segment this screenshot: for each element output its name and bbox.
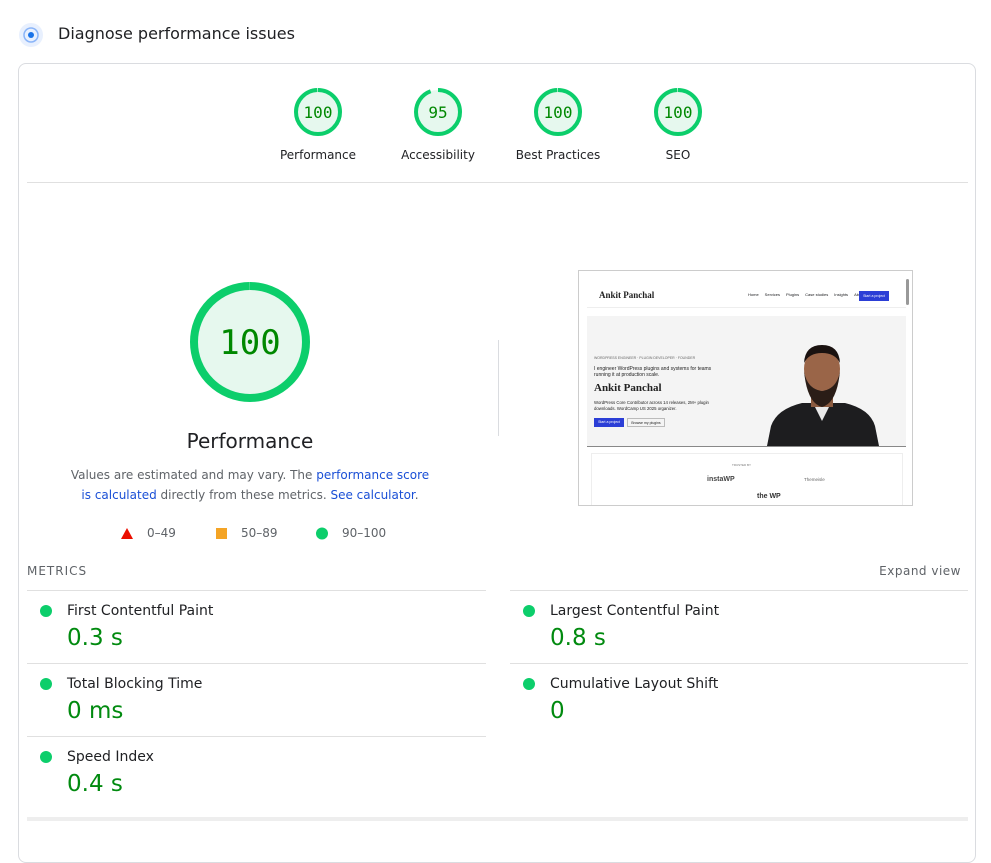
header-title: Diagnose performance issues (58, 24, 295, 43)
preview-trusted (591, 453, 903, 505)
legend-icons (121, 527, 328, 540)
preview-nav-item: Case studies (805, 292, 829, 297)
preview-header (587, 279, 906, 308)
gauge-score: 95 (428, 103, 447, 122)
metric-name: Total Blocking Time (67, 676, 203, 692)
metric-name: Speed Index (67, 749, 154, 765)
gauge-arc (534, 88, 582, 136)
metric-value: 0.4 s (67, 771, 123, 797)
metric-name: Cumulative Layout Shift (550, 676, 719, 692)
category-label: Performance (279, 148, 357, 162)
preview-rule (587, 446, 906, 447)
divider (498, 340, 499, 436)
summary-title: Performance (186, 429, 314, 453)
divider (27, 182, 968, 183)
score-note: Values are estimated and may vary. The p… (65, 465, 435, 505)
preview-eyebrow: WORDPRESS ENGINEER · PLUGIN DEVELOPER · … (594, 356, 696, 360)
preview-nav-item: Home (748, 292, 759, 297)
header-icon (19, 23, 43, 47)
score-gauge: 95 (414, 88, 462, 136)
category-label: Best Practices (515, 148, 601, 162)
metric-name: First Contentful Paint (67, 603, 214, 619)
gauge-score: 100 (544, 103, 573, 122)
preview-brand: Ankit Panchal (599, 290, 655, 300)
gauge-arc (294, 88, 342, 136)
preview-nav-item: Insights (834, 292, 849, 297)
gauge-fill (416, 90, 460, 134)
metric-value: 0.3 s (67, 625, 123, 651)
score-gauge: 100 (534, 88, 582, 136)
score-gauge: 100 (654, 88, 702, 136)
preview-logo: Themeisle (804, 477, 825, 482)
legend-label: 90–100 (342, 526, 387, 540)
preview-tagline: I engineer WordPress plugins and systems… (594, 366, 712, 378)
metric-divider (27, 736, 486, 737)
metric-dot (40, 605, 52, 617)
metric-value: 0 (550, 698, 565, 724)
gauge-fill (656, 90, 700, 134)
note-link[interactable]: performance score is calculated (81, 468, 430, 502)
preview-nav-item: Plugins (786, 292, 800, 297)
page-preview: Ankit Panchal Home Services Plugins Case st… (578, 270, 913, 506)
preview-button: Start a project (594, 418, 624, 427)
legend-label: 0–49 (147, 526, 176, 540)
preview-logo: instaWP (707, 476, 735, 483)
metric-divider (27, 590, 486, 591)
metric-dot (40, 751, 52, 763)
legend-label: 50–89 (241, 526, 278, 540)
metric-divider (27, 663, 486, 664)
note-text: Values are estimated and may vary. The (70, 468, 317, 482)
preview-bio: WordPress Core Contributor across 14 rel… (594, 400, 709, 411)
preview-cta: Start a project (859, 291, 889, 301)
gauge-fill (296, 90, 340, 134)
preview-name: Ankit Panchal (594, 382, 662, 394)
metric-divider (510, 663, 968, 664)
metric-divider (510, 590, 968, 591)
metric-dot (523, 678, 535, 690)
gauge-fill (536, 90, 580, 134)
metric-value: 0 ms (67, 698, 124, 724)
preview-button: Browse my plugins (627, 418, 665, 427)
gauge-score: 100 (664, 103, 693, 122)
gauge-score: 100 (219, 323, 280, 363)
metrics-title: METRICS (27, 564, 88, 578)
gauge-arc (190, 282, 310, 402)
bottom-bar (27, 817, 968, 821)
gauge-score: 100 (304, 103, 333, 122)
note-text: directly from these metrics. (156, 488, 331, 502)
gauge-arc (414, 88, 462, 136)
score-gauge: 100 (294, 88, 342, 136)
metric-name: Largest Contentful Paint (550, 603, 720, 619)
preview-trusted-title: TRUSTED BY (731, 463, 751, 467)
category-label: SEO (665, 148, 691, 162)
gauge-arc (654, 88, 702, 136)
gauge-fill (194, 286, 306, 398)
metric-dot (523, 605, 535, 617)
preview-logo: the WP (757, 493, 781, 500)
preview-nav-item: Services (764, 292, 781, 297)
preview-scrollbar (906, 279, 909, 305)
expand-toggle[interactable]: Expand view (879, 564, 961, 578)
note-link[interactable]: See calculator (330, 488, 415, 502)
preview-photo (767, 345, 879, 446)
metric-value: 0.8 s (550, 625, 606, 651)
score-gauge: 100 (190, 282, 310, 402)
category-label: Accessibility (401, 148, 475, 162)
note-text: . (414, 488, 419, 502)
metric-dot (40, 678, 52, 690)
page: {"header": {"title": "Diagnose performan… (18, 23, 976, 863)
